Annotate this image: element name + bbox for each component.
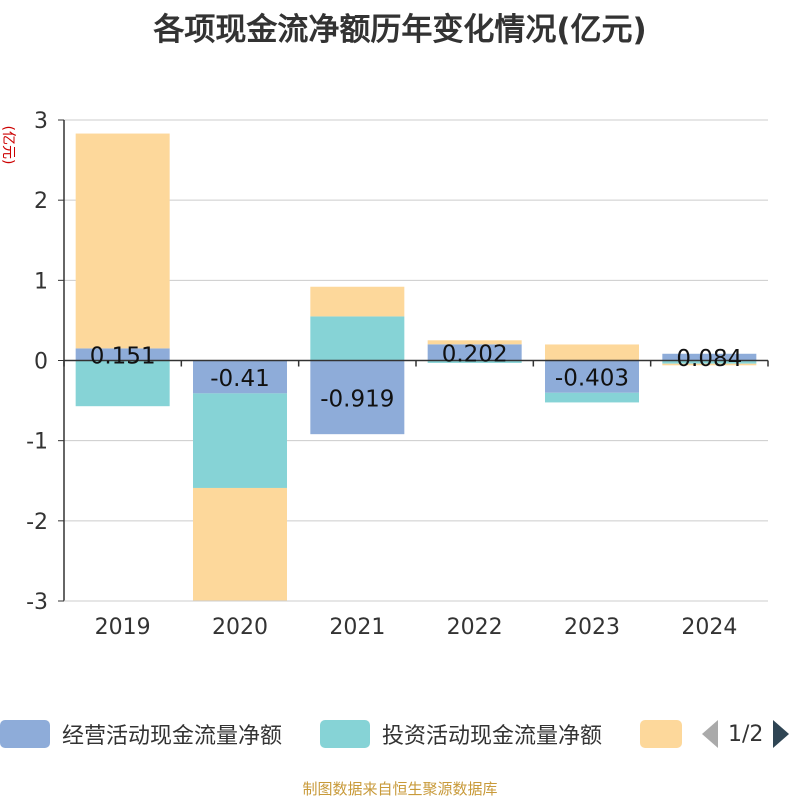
data-label-2019: 0.151: [90, 343, 156, 369]
data-label-2020: -0.41: [210, 366, 270, 392]
y-tick-label: 1: [34, 269, 48, 294]
x-tick-label-2021: 2021: [329, 615, 385, 640]
legend-label-investing: 投资活动现金流量净额: [382, 724, 603, 749]
bar-investing-2024: [662, 360, 757, 364]
y-tick-label: -1: [26, 430, 48, 455]
legend-swatch-operating: [0, 720, 50, 748]
bar-operating-2019: [75, 348, 170, 361]
prev-page-arrow-icon[interactable]: [702, 720, 718, 748]
bar-financing-2021: [310, 286, 405, 317]
legend-pager: 1/2: [702, 716, 790, 752]
x-tick-label-2022: 2022: [447, 615, 503, 640]
bar-investing-2021: [310, 316, 405, 361]
data-source-note: 制图数据来自恒生聚源数据库: [302, 780, 498, 798]
x-tick-label-2019: 2019: [95, 615, 151, 640]
bar-financing-2024: [662, 363, 757, 366]
data-label-2022: 0.202: [442, 341, 508, 367]
bar-operating-2023: [545, 360, 639, 393]
bar-operating-2024: [662, 353, 757, 361]
bar-investing-2022: [427, 360, 522, 363]
x-tick-label-2024: 2024: [681, 615, 737, 640]
data-label-2023: -0.403: [555, 366, 629, 392]
legend-swatch-financing: [640, 720, 682, 748]
legend-item-investing[interactable]: 投资活动现金流量净额: [320, 716, 602, 752]
y-axis-label: (亿元): [0, 126, 16, 165]
bar-financing-2020: [193, 487, 287, 601]
legend-swatch-investing: [320, 720, 370, 748]
y-tick-label: 3: [34, 109, 48, 134]
legend-item-financing[interactable]: [640, 716, 682, 752]
bar-investing-2019: [75, 360, 170, 407]
bar-operating-2022: [427, 344, 522, 361]
tick-labels: 3 2 1 0 -1 -2 -3 2019 2020 2021 2022 2023 2024: [26, 109, 737, 640]
chart-title: 各项现金流净额历年变化情况(亿元): [153, 12, 647, 48]
y-axis-title: (亿元): [0, 126, 16, 165]
bar-operating-2021: [310, 360, 405, 435]
x-tick-label-2023: 2023: [564, 615, 620, 640]
bar-financing-2023: [545, 344, 639, 361]
data-label-2021: -0.919: [320, 386, 394, 412]
y-tick-label: 2: [34, 189, 48, 214]
bar-financing-2019: [75, 133, 170, 349]
bar-financing-2022: [427, 340, 522, 345]
data-labels: 0.151 -0.41 -0.919 0.202 -0.403 0.084: [90, 341, 743, 412]
legend: 经营活动现金流量净额 投资活动现金流量净额 1/2: [0, 716, 800, 756]
x-tick-label-2020: 2020: [212, 615, 268, 640]
data-label-2024: 0.084: [676, 346, 742, 372]
y-tick-label: -3: [26, 590, 48, 615]
next-page-arrow-icon[interactable]: [773, 720, 790, 748]
y-tick-label: 0: [34, 350, 48, 375]
legend-label-operating: 经营活动现金流量净额: [62, 724, 283, 749]
bar-investing-2023: [545, 392, 639, 403]
legend-item-operating[interactable]: 经营活动现金流量净额: [0, 716, 282, 752]
y-tick-label: -2: [26, 510, 48, 535]
bars: [75, 133, 757, 601]
legend-page-indicator: 1/2: [728, 721, 764, 747]
axes: [63, 120, 769, 602]
bar-investing-2020: [193, 393, 287, 488]
bar-operating-2020: [193, 360, 287, 394]
